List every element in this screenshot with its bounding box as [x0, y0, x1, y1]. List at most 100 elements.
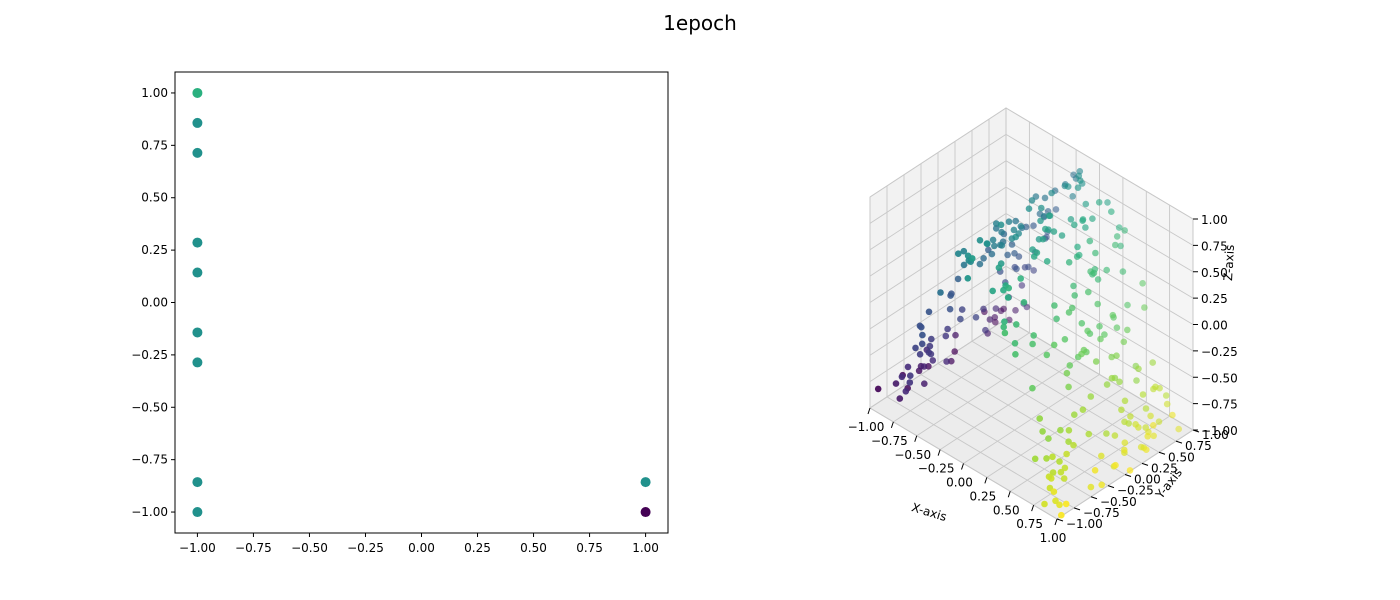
scatter-3d-point — [1150, 422, 1157, 429]
scatter-3d-point — [916, 322, 924, 330]
y-tick-mark — [1090, 496, 1098, 500]
x-tick-mark — [1007, 491, 1011, 498]
scatter-3d-point — [1117, 242, 1124, 250]
x-tick-label: −0.25 — [347, 541, 384, 555]
scatter-3d-point — [898, 373, 906, 381]
scatter-3d-point — [1108, 208, 1115, 215]
scatter-3d-point — [1089, 215, 1096, 222]
y-tick-label: −0.75 — [1083, 506, 1120, 520]
scatter-3d-point — [986, 316, 994, 323]
y-tick-label: −0.25 — [1117, 484, 1154, 498]
scatter-3d-point — [1101, 331, 1108, 338]
scatter-3d-point — [976, 237, 984, 244]
scatter-3d-point — [1057, 468, 1065, 476]
scatter-3d-point — [1058, 511, 1065, 519]
x-tick-label: 0.00 — [946, 476, 973, 490]
scatter-3d-point — [989, 287, 996, 295]
scatter-3d-point — [874, 385, 882, 393]
scatter-3d-point — [1067, 216, 1075, 223]
scatter-3d-point — [1057, 426, 1064, 434]
scatter-3d-point — [1108, 353, 1115, 361]
scatter-3d-point — [995, 264, 1003, 272]
scatter-3d-point — [1097, 335, 1104, 343]
z-tick-label: −0.25 — [1201, 345, 1238, 359]
y-tick-label: −0.25 — [131, 348, 168, 362]
scatter-3d-point — [907, 372, 914, 380]
scatter-3d-point — [1039, 428, 1046, 435]
y-tick-label: 0.75 — [141, 138, 168, 152]
x-tick-label: −0.25 — [918, 462, 955, 476]
scatter-3d-point — [943, 358, 950, 365]
x-tick-label: −0.75 — [871, 434, 908, 448]
scatter-2d-point — [192, 87, 203, 98]
scatter-3d-point — [1127, 413, 1134, 420]
x-tick-mark — [937, 449, 941, 456]
scatter-3d-point — [1139, 280, 1146, 287]
scatter-3d-point — [1139, 391, 1147, 398]
scatter-3d-point — [892, 380, 900, 387]
scatter-3d-point — [1004, 294, 1012, 301]
scatter-3d-point — [1063, 369, 1071, 377]
x-tick-mark — [961, 463, 964, 470]
scatter-3d-point — [1141, 304, 1148, 311]
y-tick-mark — [1107, 485, 1115, 489]
scatter-3d-point — [1086, 237, 1094, 245]
scatter-3d-point — [1025, 263, 1032, 271]
scatter-3d-point — [1050, 488, 1058, 496]
scatter-3d-point — [1155, 418, 1163, 426]
scatter-3d-point — [937, 289, 944, 296]
scatter-3d-point — [997, 221, 1005, 229]
scatter-3d-point — [1053, 315, 1060, 323]
x-tick-label: 0.75 — [1016, 517, 1043, 531]
scatter-3d-point — [1087, 393, 1095, 400]
scatter-2d-point — [192, 117, 203, 128]
scatter-3d-point — [1092, 249, 1099, 257]
scatter-3d-point — [1048, 189, 1055, 197]
scatter-3d-point — [1121, 439, 1129, 447]
y-tick-label: 0.75 — [1185, 439, 1212, 453]
grid-line — [1005, 107, 1194, 220]
scatter-3d-point — [1112, 241, 1119, 249]
scatter-3d-point — [1149, 359, 1156, 366]
scatter-3d-point — [948, 357, 955, 365]
scatter-3d-point — [960, 261, 968, 269]
scatter-3d-point — [1098, 452, 1105, 460]
scatter-3d-point — [998, 242, 1006, 249]
scatter-3d-point — [1111, 432, 1119, 439]
scatter-3d-point — [1065, 259, 1073, 266]
y-tick-mark — [1158, 451, 1166, 455]
scatter-3d-point — [969, 255, 976, 262]
scatter-2d-points — [192, 87, 651, 518]
scatter-3d-point — [919, 331, 926, 339]
scatter-3d-point — [1036, 415, 1043, 422]
scatter-3d-point — [1060, 475, 1068, 482]
y-tick-mark — [1175, 440, 1183, 444]
scatter-3d-point — [1062, 500, 1070, 508]
x-tick-label: 1.00 — [1040, 531, 1067, 545]
scatter-3d-point — [1039, 235, 1047, 243]
scatter-3d-point — [976, 260, 984, 268]
scatter-3d-point — [1108, 374, 1116, 382]
y-tick-label: 0.25 — [141, 243, 168, 257]
scatter-3d-point — [1049, 469, 1057, 476]
scatter-3d-point — [1121, 418, 1128, 426]
z-tick-label: 0.50 — [1201, 266, 1228, 280]
scatter-2d-point — [192, 267, 203, 278]
scatter-3d-point — [1175, 425, 1182, 433]
scatter-3d-point — [1132, 421, 1139, 428]
grid-line — [1005, 186, 1194, 299]
x-tick-label: 0.50 — [520, 541, 547, 555]
scatter-3d-point — [1045, 435, 1052, 442]
z-tick-label: 1.00 — [1201, 213, 1228, 227]
scatter-3d-point — [1112, 461, 1119, 469]
scatter-3d-point — [1078, 320, 1086, 327]
scatter-3d-ticks: −1.00−1.00−1.00−0.75−0.75−0.75−0.50−0.50… — [848, 213, 1238, 545]
scatter-3d-point — [1029, 384, 1036, 392]
scatter-3d-point — [1124, 326, 1131, 334]
grid-line — [988, 329, 1177, 442]
scatter-3d-point — [1000, 323, 1007, 331]
scatter-3d-point — [1142, 405, 1150, 412]
scatter-3d-point — [1064, 183, 1072, 190]
scatter-3d-point — [1001, 318, 1008, 326]
scatter-3d-point — [925, 349, 933, 356]
